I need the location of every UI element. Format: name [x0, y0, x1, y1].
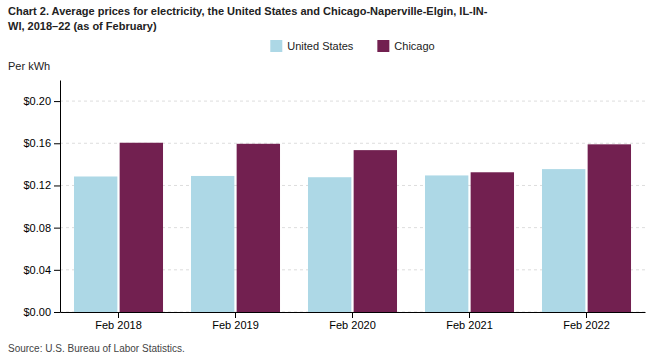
- x-tick-mark: [469, 312, 470, 318]
- chart: Chart 2. Average prices for electricity,…: [0, 0, 661, 360]
- legend-item: Chicago: [377, 40, 434, 52]
- x-tick: Feb 2019: [212, 312, 258, 331]
- plot: $0.00$0.04$0.08$0.12$0.16$0.20Feb 2018Fe…: [23, 81, 645, 331]
- y-tick: $0.20: [23, 95, 60, 107]
- bar: [308, 177, 351, 312]
- x-tick-label: Feb 2020: [329, 319, 375, 331]
- legend-label: United States: [287, 40, 354, 52]
- annotation: Source: U.S. Bureau of Labor Statistics.: [8, 343, 185, 354]
- x-tick-mark: [586, 312, 587, 318]
- title: WI, 2018–22 (as of February): [8, 20, 157, 32]
- y-axis: $0.00 $0.04 $0.08 $0.12 $0.16 $0.20: [23, 81, 60, 319]
- y-tick-mark: [54, 185, 60, 186]
- bar: [471, 172, 514, 312]
- legend: United States Chicago: [270, 40, 434, 52]
- y-tick: $0.08: [23, 222, 60, 234]
- y-tick-mark: [54, 143, 60, 144]
- x-tick-mark: [118, 312, 119, 318]
- x-axis: Feb 2018 Feb 2019 Feb 2020 Feb 2021 Feb 2022: [61, 312, 646, 331]
- x-tick-label: Feb 2019: [212, 319, 258, 331]
- y-tick: $0.00: [23, 306, 60, 318]
- bar: [237, 144, 280, 312]
- y-tick-mark: [54, 312, 60, 313]
- y-tick: $0.12: [23, 179, 60, 191]
- y-tick: $0.16: [23, 137, 60, 149]
- x-tick: Feb 2021: [446, 312, 492, 331]
- bar: [191, 176, 234, 312]
- y-tick-label: $0.12: [23, 179, 51, 191]
- x-tick: Feb 2022: [563, 312, 609, 331]
- x-tick-mark: [352, 312, 353, 318]
- grid: [60, 101, 645, 312]
- y-tick-mark: [54, 228, 60, 229]
- bar: [542, 169, 585, 312]
- x-tick: Feb 2018: [95, 312, 141, 331]
- y-tick: $0.04: [23, 264, 60, 276]
- grid-line: [60, 101, 645, 102]
- bar: [354, 150, 397, 312]
- y-tick-label: $0.04: [23, 264, 51, 276]
- x-tick: Feb 2020: [329, 312, 375, 331]
- y-axis-label: Per kWh: [8, 60, 50, 72]
- legend-label: Chicago: [394, 40, 434, 52]
- legend-swatch: [270, 40, 282, 52]
- y-tick-label: $0.16: [23, 137, 51, 149]
- legend-swatch: [377, 40, 389, 52]
- x-tick-label: Feb 2018: [95, 319, 141, 331]
- title: Chart 2. Average prices for electricity,…: [8, 5, 488, 17]
- bar: [120, 143, 163, 312]
- x-tick-label: Feb 2022: [563, 319, 609, 331]
- y-axis-line: [60, 81, 61, 313]
- y-tick-label: $0.08: [23, 222, 51, 234]
- bars: [74, 143, 631, 312]
- y-tick-label: $0.00: [23, 306, 51, 318]
- bar: [74, 176, 117, 312]
- bar: [425, 175, 468, 312]
- x-tick-mark: [235, 312, 236, 318]
- y-tick-label: $0.20: [23, 95, 51, 107]
- y-tick-mark: [54, 270, 60, 271]
- bar: [588, 144, 631, 312]
- x-tick-label: Feb 2021: [446, 319, 492, 331]
- legend-item: United States: [270, 40, 354, 52]
- y-tick-mark: [54, 101, 60, 102]
